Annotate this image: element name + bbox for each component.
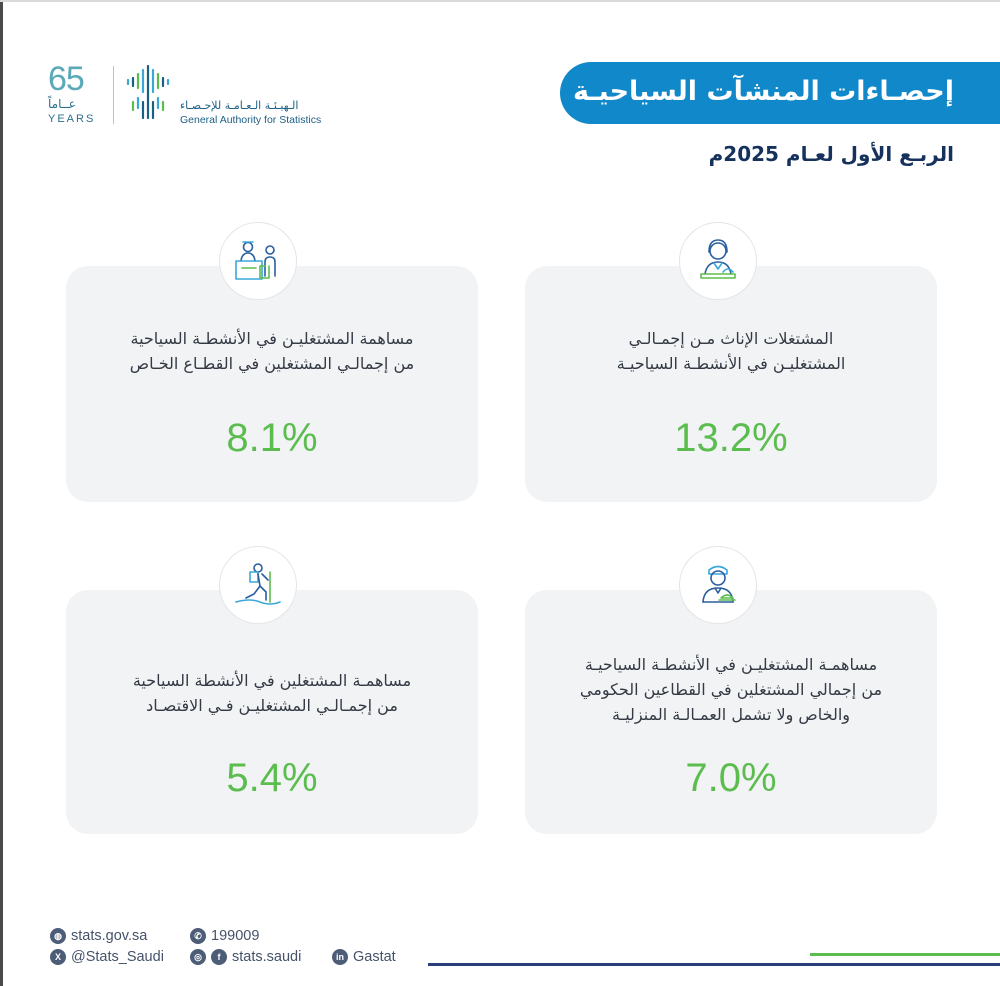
footer-social[interactable]: ◎ f stats.saudi <box>190 949 301 965</box>
icon-circle <box>679 222 757 300</box>
footer-line-green <box>810 953 1000 956</box>
stat-card-economy <box>66 590 478 834</box>
stat-card-private-sector <box>66 266 478 502</box>
left-border <box>0 0 3 986</box>
hiker-icon <box>235 563 281 605</box>
x-logo-icon: X <box>50 949 66 965</box>
card-label: مساهمة المشتغليـن في الأنشطـة السياحية م… <box>86 326 458 376</box>
title-banner: إحصـاءات المنشآت السياحيـة <box>556 62 1000 124</box>
card-label-line: مساهمة المشتغليـن في الأنشطـة السياحية <box>130 329 414 348</box>
icon-circle <box>219 546 297 624</box>
stat-card-female-workers <box>525 266 937 502</box>
card-label-line: من إجمـالـي المشتغليـن فـي الاقتصـاد <box>146 696 398 715</box>
facebook-icon: f <box>211 949 227 965</box>
card-label-line: المشتغلات الإناث مـن إجمـالـي <box>628 329 834 348</box>
anniversary-number: 65 <box>48 60 85 98</box>
globe-icon: ◍ <box>50 928 66 944</box>
stat-card-gov-private <box>525 590 937 834</box>
card-label: مساهمـة المشتغلين في الأنشطة السياحية من… <box>86 668 458 718</box>
card-value: 8.1% <box>226 416 318 460</box>
card-label-line: مساهمـة المشتغلين في الأنشطة السياحية <box>132 671 412 690</box>
footer-line-navy <box>428 963 1000 966</box>
female-employee-icon <box>700 239 736 279</box>
card-label-line: والخاص ولا تشمل العمـالـة المنزليـة <box>611 705 851 724</box>
footer-phone[interactable]: ✆ 199009 <box>190 928 259 944</box>
bellhop-icon <box>702 565 736 603</box>
instagram-icon: ◎ <box>190 949 206 965</box>
authority-name-ar: الـهيـئـة الـعـامـة للإحـصـاء <box>180 99 299 112</box>
page-subtitle: الربـع الأول لعـام 2025م <box>708 142 954 166</box>
website-text: stats.gov.sa <box>71 928 148 944</box>
footer-website[interactable]: ◍ stats.gov.sa <box>50 928 147 944</box>
anniversary-logo: 65 عــاماً YEARS <box>44 60 106 130</box>
card-label-line: المشتغليـن في الأنشطـة السياحيـة <box>616 354 846 373</box>
anniversary-ar: عــاماً <box>48 97 76 111</box>
icon-circle <box>679 546 757 624</box>
card-value: 13.2% <box>674 416 788 460</box>
x-handle-text: @Stats_Saudi <box>71 949 164 965</box>
top-border <box>0 0 1000 2</box>
card-label: المشتغلات الإناث مـن إجمـالـي المشتغليـن… <box>545 326 917 376</box>
card-value: 5.4% <box>226 756 318 800</box>
reception-desk-icon <box>235 241 276 280</box>
linkedin-text: Gastat <box>353 949 396 965</box>
footer-linkedin[interactable]: in Gastat <box>332 949 396 965</box>
anniversary-en: YEARS <box>48 113 96 125</box>
logo-divider <box>113 66 114 124</box>
phone-text: 199009 <box>211 928 260 944</box>
card-label-line: من إجمالـي المشتغلين في القطـاع الخـاص <box>129 354 415 373</box>
page-title: إحصـاءات المنشآت السياحيـة <box>572 76 954 107</box>
footer-x[interactable]: X @Stats_Saudi <box>50 949 164 965</box>
social-handle-text: stats.saudi <box>232 949 302 965</box>
phone-icon: ✆ <box>190 928 206 944</box>
linkedin-icon: in <box>332 949 348 965</box>
icon-circle <box>219 222 297 300</box>
card-label-line: من إجمالي المشتغلين في القطاعين الحكومي <box>579 680 883 699</box>
card-value: 7.0% <box>685 756 777 800</box>
card-label: مساهمـة المشتغليـن في الأنشطـة السياحيـة… <box>545 652 917 727</box>
gastat-logo-icon <box>126 64 170 120</box>
card-label-line: مساهمـة المشتغليـن في الأنشطـة السياحيـة <box>584 655 878 674</box>
authority-name-en: General Authority for Statistics <box>180 114 322 126</box>
